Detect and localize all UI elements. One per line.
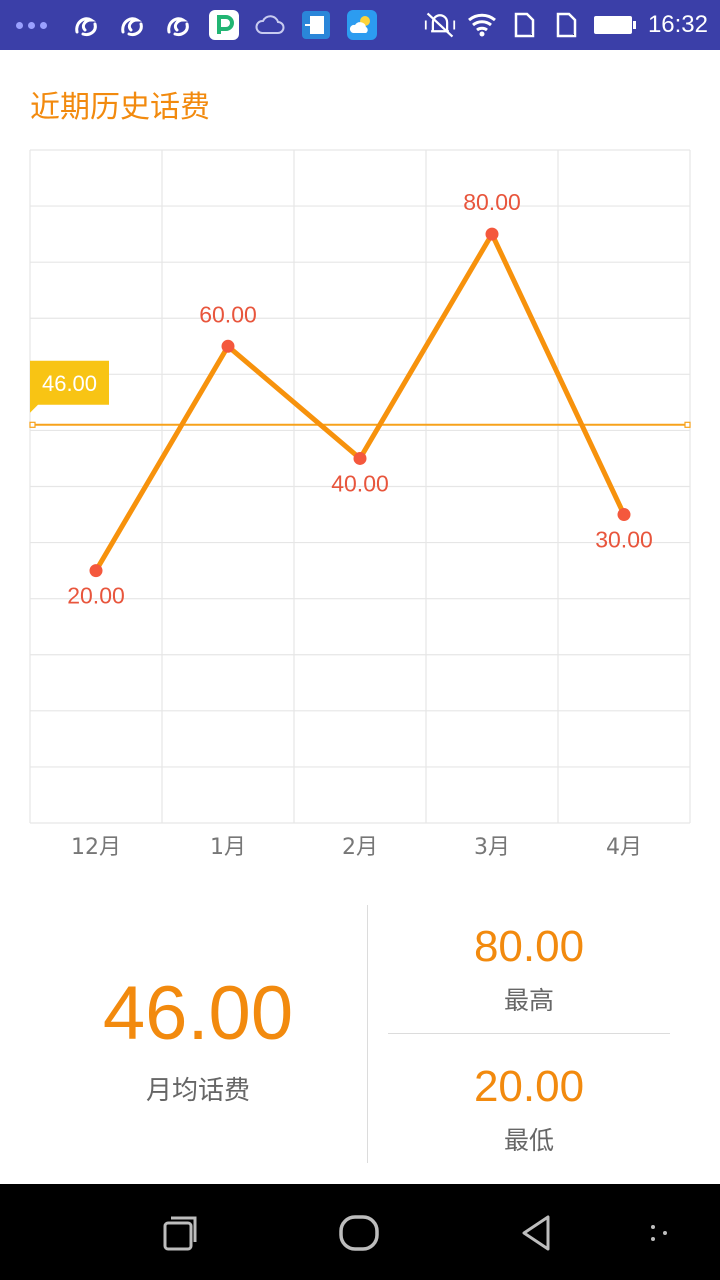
weather-icon xyxy=(346,9,378,41)
mute-vibrate-icon xyxy=(424,9,456,41)
x-tick-label: 2月 xyxy=(342,835,378,860)
x-tick-label: 1月 xyxy=(210,835,246,860)
data-label: 20.00 xyxy=(67,583,125,609)
monthly-average-value: 46.00 xyxy=(102,971,294,1056)
data-label: 60.00 xyxy=(199,301,257,327)
status-bar: 16:32 xyxy=(0,0,720,50)
x-tick-label: 3月 xyxy=(474,835,510,860)
min-label: 最低 xyxy=(503,1126,554,1155)
uc-browser-icon xyxy=(162,9,194,41)
battery-icon xyxy=(592,9,638,41)
clock: 16:32 xyxy=(647,11,708,38)
navigation-bar xyxy=(0,1184,720,1280)
more-notifications-icon xyxy=(16,21,56,29)
stats-divider xyxy=(388,1033,670,1034)
x-tick-label: 12月 xyxy=(71,835,121,860)
data-point xyxy=(485,227,499,241)
max-label: 最高 xyxy=(503,986,554,1015)
data-point xyxy=(617,508,631,522)
data-label: 40.00 xyxy=(331,470,389,496)
data-point xyxy=(89,564,103,578)
x-tick-label: 4月 xyxy=(606,835,642,860)
sim2-icon xyxy=(550,9,582,41)
average-badge xyxy=(30,360,109,413)
cloud-icon xyxy=(254,9,286,41)
data-label: 80.00 xyxy=(463,189,521,215)
uc-browser-icon xyxy=(116,9,148,41)
wifi-icon xyxy=(466,9,498,41)
back-icon[interactable] xyxy=(513,1208,563,1258)
menu-icon[interactable] xyxy=(633,1208,683,1258)
max-value: 80.00 xyxy=(473,922,585,971)
history-bill-line-chart: 12月 1月 2月 3月 4月 46.00 20.00 60.00 40.00 80.00 30.0… xyxy=(29,149,691,860)
data-label: 30.00 xyxy=(595,527,653,553)
monthly-average-label: 月均话费 xyxy=(145,1076,250,1106)
min-value: 20.00 xyxy=(473,1062,585,1111)
data-point xyxy=(221,339,235,353)
sim1-icon xyxy=(508,9,540,41)
pp-assistant-icon xyxy=(208,9,240,41)
recent-apps-icon[interactable] xyxy=(155,1208,205,1258)
file-transfer-icon xyxy=(300,9,332,41)
uc-browser-icon xyxy=(70,9,102,41)
average-line-end-marker xyxy=(684,421,691,428)
average-line-start-marker xyxy=(29,421,36,428)
home-icon[interactable] xyxy=(334,1208,384,1258)
series-line xyxy=(93,228,627,574)
average-badge-label: 46.00 xyxy=(42,371,97,396)
page-title: 近期历史话费 xyxy=(30,90,210,125)
data-point xyxy=(353,451,367,465)
summary-divider xyxy=(367,905,368,1163)
